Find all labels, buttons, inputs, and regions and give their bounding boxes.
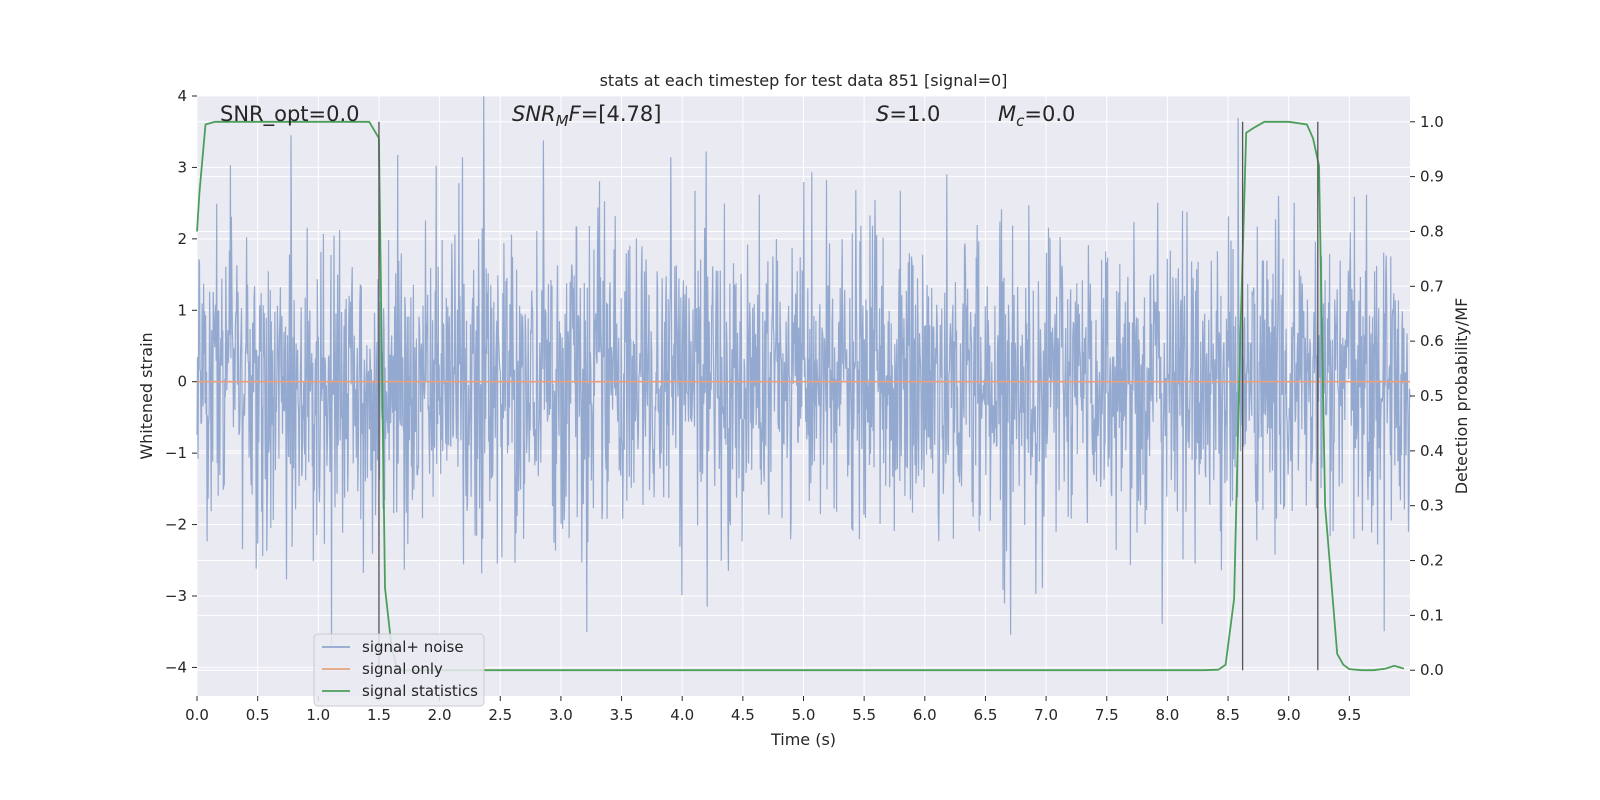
x-tick-label: 2.5 (488, 706, 512, 724)
mc-annotation: Mc=0.0 (998, 102, 1075, 130)
snr-mf-var2: F (569, 102, 582, 126)
right-y-tick-label: 0.7 (1420, 277, 1444, 295)
s-value: =1.0 (889, 102, 940, 126)
right-y-tick-label: 1.0 (1420, 113, 1444, 131)
noise-line (196, 96, 1411, 645)
right-y-tick-label: 0.1 (1420, 606, 1444, 624)
right-y-tick-label: 0.5 (1420, 387, 1444, 405)
left-y-tick-label: 1 (177, 301, 187, 319)
statistics-line (196, 120, 1405, 672)
right-y-tick-label: 0.0 (1420, 661, 1444, 679)
snr-mf-annotation: SNRMF=[4.78] (512, 102, 661, 130)
x-axis-label: Time (s) (770, 730, 836, 749)
legend: signal+ noise signal only signal statist… (313, 633, 485, 707)
x-tick-label: 5.5 (852, 706, 876, 724)
snr-mf-var: SNR (512, 102, 556, 126)
left-y-tick-label: −1 (165, 444, 187, 462)
snr-mf-sub: M (556, 112, 569, 130)
x-tick-label: 4.5 (731, 706, 755, 724)
legend-label-statistics: signal statistics (362, 682, 478, 700)
x-tick-label: 4.0 (670, 706, 694, 724)
legend-label-signal-only: signal only (362, 660, 443, 678)
vertical-markers (378, 121, 1319, 671)
left-y-tick-label: 2 (177, 230, 187, 248)
left-y-tick-label: 3 (177, 158, 187, 176)
x-tick-label: 7.5 (1095, 706, 1119, 724)
chart-title: stats at each timestep for test data 851… (600, 71, 1008, 90)
s-annotation: S=1.0 (876, 102, 940, 126)
x-tick-label: 3.5 (610, 706, 634, 724)
x-tick-label: 2.0 (428, 706, 452, 724)
x-tick-label: 1.0 (306, 706, 330, 724)
right-y-tick-label: 0.3 (1420, 497, 1444, 515)
snr-mf-value: =[4.78] (581, 102, 662, 126)
left-y-axis-label: Whitened strain (137, 332, 156, 459)
tick-labels: 0.0 0.5 1.0 1.5 2.0 2.5 3.0 3.5 4.0 4.5 5.0 5.5 6.0 6… (165, 87, 1444, 724)
right-y-axis-label: Detection probability/MF (1452, 298, 1471, 495)
legend-box (313, 633, 485, 707)
x-tick-label: 6.5 (974, 706, 998, 724)
x-tick-label: 8.5 (1216, 706, 1240, 724)
left-y-tick-label: 0 (177, 373, 187, 391)
right-y-tick-label: 0.9 (1420, 168, 1444, 186)
left-y-tick-label: −3 (165, 587, 187, 605)
x-tick-label: 0.0 (185, 706, 209, 724)
legend-label-noise: signal+ noise (362, 638, 464, 656)
snr-opt-annotation: SNR_opt=0.0 (220, 102, 360, 127)
x-tick-label: 9.0 (1277, 706, 1301, 724)
left-y-tick-label: −2 (165, 516, 187, 534)
mc-sub: c (1016, 112, 1025, 130)
x-tick-label: 1.5 (367, 706, 391, 724)
s-var: S (876, 102, 889, 126)
x-tick-label: 6.0 (913, 706, 937, 724)
right-y-tick-label: 0.6 (1420, 332, 1444, 350)
mc-value: =0.0 (1024, 102, 1075, 126)
mc-var: M (998, 102, 1016, 126)
x-tick-label: 5.0 (792, 706, 816, 724)
x-tick-label: 8.0 (1155, 706, 1179, 724)
statistics-series (196, 120, 1405, 672)
left-y-tick-label: −4 (165, 658, 187, 676)
right-y-tick-label: 0.2 (1420, 552, 1444, 570)
x-tick-label: 0.5 (246, 706, 270, 724)
x-tick-label: 7.0 (1034, 706, 1058, 724)
right-y-tick-label: 0.8 (1420, 222, 1444, 240)
right-y-tick-label: 0.4 (1420, 442, 1444, 460)
x-tick-label: 9.5 (1337, 706, 1361, 724)
x-tick-label: 3.0 (549, 706, 573, 724)
left-y-tick-label: 4 (177, 87, 187, 105)
noise-series (196, 96, 1411, 645)
